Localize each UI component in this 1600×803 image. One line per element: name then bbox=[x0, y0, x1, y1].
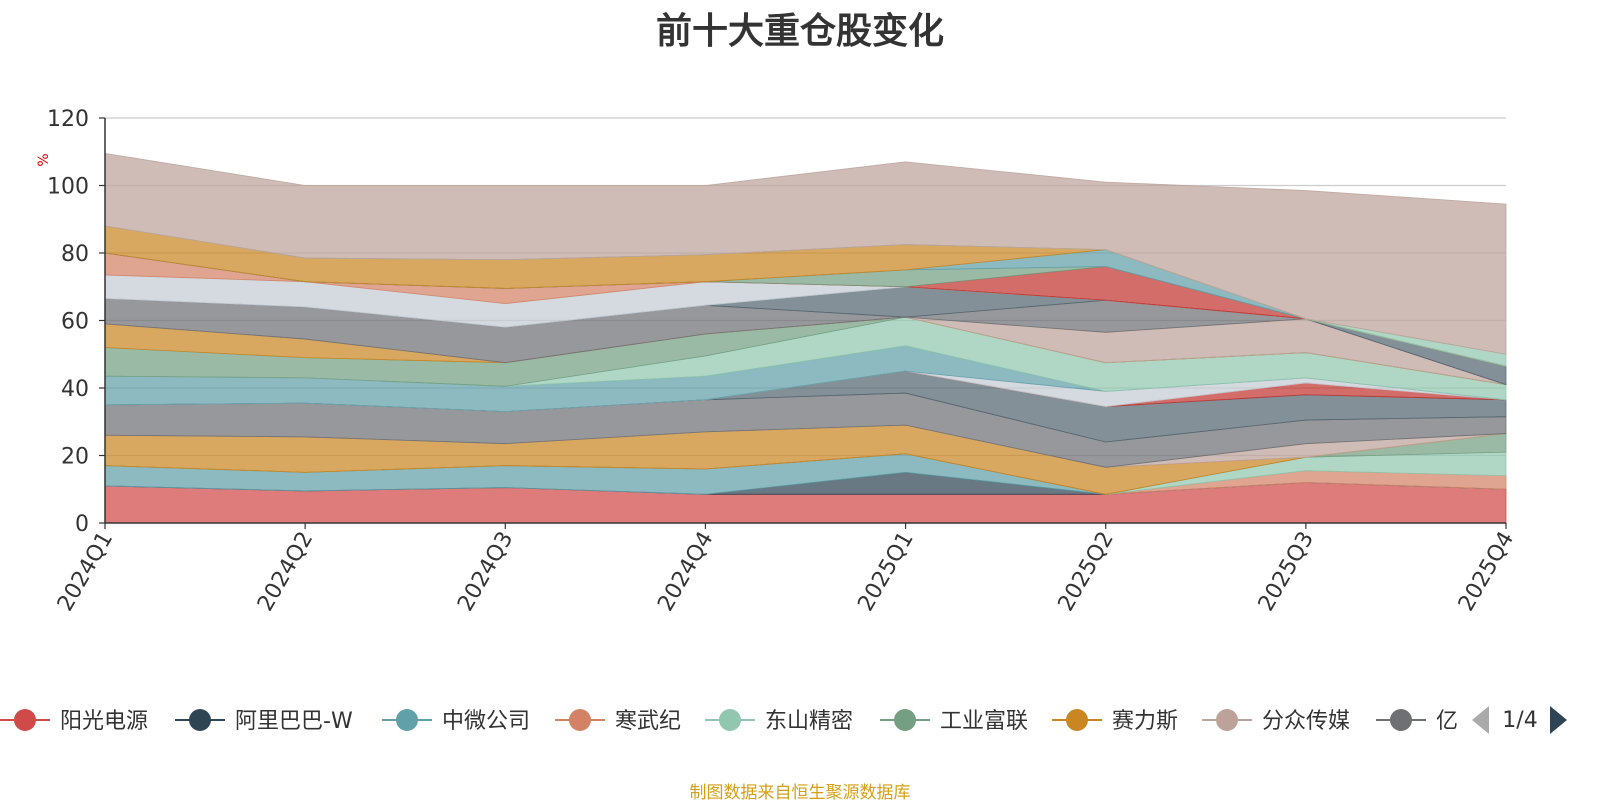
x-tick-label: 2024Q2 bbox=[253, 528, 318, 616]
legend-label: 东山精密 bbox=[765, 709, 853, 734]
area-series-26[interactable] bbox=[104, 152, 1507, 355]
legend-item[interactable]: 工业富联 bbox=[880, 709, 1028, 734]
chart-title: 前十大重仓股变化 bbox=[655, 11, 944, 52]
legend-item[interactable]: 东山精密 bbox=[705, 709, 853, 734]
legend-label: 阿里巴巴-W bbox=[235, 709, 353, 734]
legend-marker-icon bbox=[719, 709, 741, 731]
legend-pager[interactable]: 1/4 bbox=[1472, 706, 1567, 734]
legend-label: 工业富联 bbox=[940, 709, 1028, 734]
legend-marker-icon bbox=[569, 709, 591, 731]
legend-item[interactable]: 中微公司 bbox=[382, 709, 530, 734]
legend-marker-icon bbox=[894, 709, 916, 731]
x-tick-label: 2025Q3 bbox=[1254, 528, 1319, 616]
y-tick-label: 120 bbox=[47, 107, 89, 132]
legend-label: 阳光电源 bbox=[60, 709, 148, 734]
x-tick-label: 2024Q3 bbox=[453, 528, 518, 616]
legend-marker-icon bbox=[1066, 709, 1088, 731]
x-tick-label: 2024Q1 bbox=[53, 528, 118, 616]
legend-item[interactable]: 亿 bbox=[1376, 709, 1458, 734]
legend[interactable]: 阳光电源 阿里巴巴-W 中微公司 寒武纪 东山精密 工业富联 赛力斯 分众传媒 亿 bbox=[0, 709, 1458, 734]
legend-item[interactable]: 寒武纪 bbox=[555, 709, 681, 734]
x-tick-label: 2025Q2 bbox=[1054, 528, 1119, 616]
x-tick-labels: 2024Q1 2024Q2 2024Q3 2024Q4 2025Q1 2025Q2 2025… bbox=[53, 523, 1519, 616]
legend-item[interactable]: 分众传媒 bbox=[1202, 709, 1350, 734]
legend-next-arrow-icon[interactable] bbox=[1550, 706, 1567, 734]
y-axis-unit-label: % bbox=[36, 153, 52, 166]
x-tick-label: 2025Q1 bbox=[853, 528, 918, 616]
legend-prev-arrow-icon[interactable] bbox=[1472, 706, 1489, 734]
source-note: 制图数据来自恒生聚源数据库 bbox=[689, 783, 911, 803]
legend-label: 寒武纪 bbox=[615, 709, 681, 734]
legend-page-indicator: 1/4 bbox=[1502, 708, 1537, 733]
y-tick-label: 100 bbox=[47, 175, 89, 200]
legend-marker-icon bbox=[189, 709, 211, 731]
y-tick-label: 40 bbox=[61, 377, 89, 402]
legend-label: 亿 bbox=[1436, 709, 1458, 734]
legend-marker-icon bbox=[1390, 709, 1412, 731]
legend-marker-icon bbox=[1216, 709, 1238, 731]
legend-label: 赛力斯 bbox=[1112, 709, 1178, 734]
legend-item[interactable]: 赛力斯 bbox=[1052, 709, 1178, 734]
x-tick-label: 2024Q4 bbox=[653, 528, 718, 616]
legend-marker-icon bbox=[14, 709, 36, 731]
y-tick-labels: 0 20 40 60 80 100 120 bbox=[47, 107, 105, 537]
y-tick-label: 0 bbox=[75, 512, 89, 537]
y-tick-label: 80 bbox=[61, 242, 89, 267]
legend-item[interactable]: 阿里巴巴-W bbox=[175, 709, 353, 734]
legend-label: 分众传媒 bbox=[1262, 709, 1350, 734]
legend-item[interactable]: 阳光电源 bbox=[0, 709, 148, 734]
area-series[interactable] bbox=[104, 152, 1507, 524]
y-tick-label: 20 bbox=[61, 445, 89, 470]
legend-marker-icon bbox=[396, 709, 418, 731]
y-tick-label: 60 bbox=[61, 310, 89, 335]
x-tick-label: 2025Q4 bbox=[1454, 528, 1519, 616]
legend-label: 中微公司 bbox=[442, 709, 530, 734]
